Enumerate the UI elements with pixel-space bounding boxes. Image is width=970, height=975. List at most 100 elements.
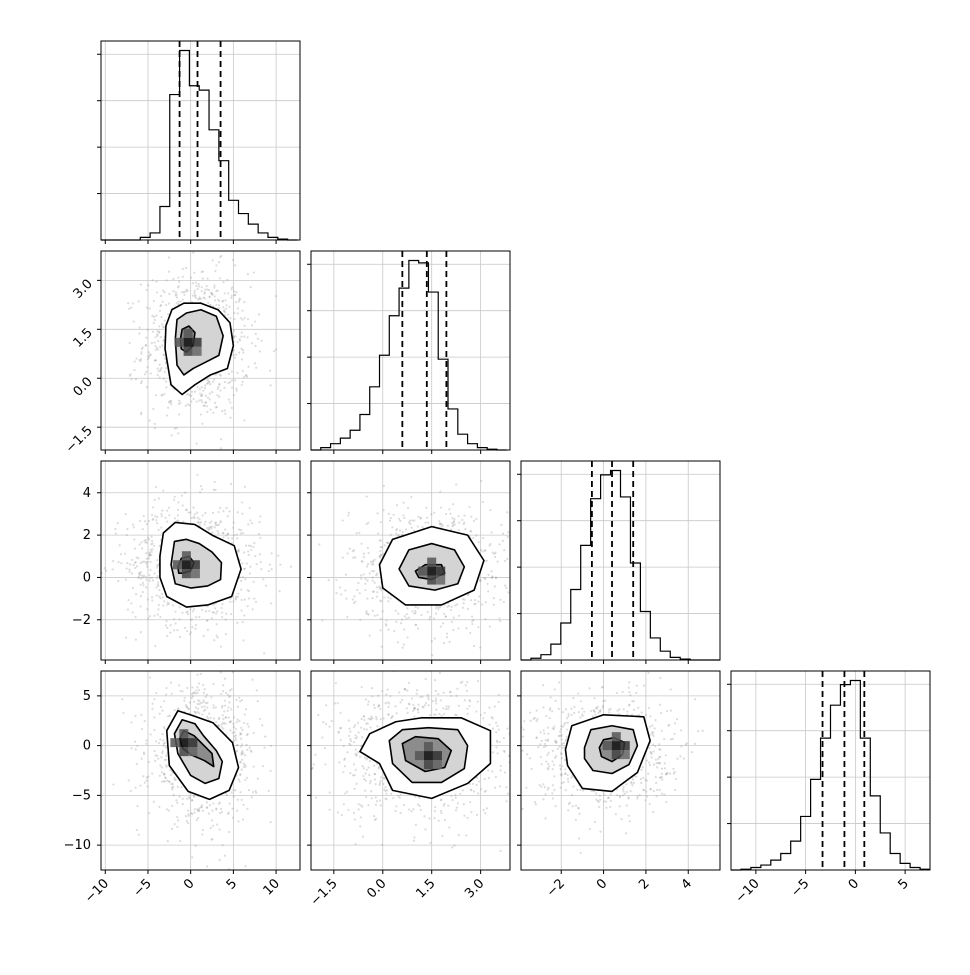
scatter-point [173, 499, 175, 501]
scatter-point [162, 490, 164, 492]
scatter-point [170, 774, 172, 776]
scatter-point [380, 618, 382, 620]
density-peak-pixel [188, 747, 197, 756]
scatter-point [215, 706, 217, 708]
scatter-point [202, 701, 204, 703]
scatter-point [420, 809, 422, 811]
scatter-point [236, 534, 238, 536]
scatter-point [195, 624, 197, 626]
scatter-point [344, 792, 346, 794]
scatter-point [374, 773, 376, 775]
scatter-point [490, 570, 492, 572]
scatter-point [377, 706, 379, 708]
scatter-point [164, 776, 166, 778]
scatter-point [155, 586, 157, 588]
scatter-point [511, 552, 513, 554]
scatter-point [243, 568, 245, 570]
scatter-point [458, 834, 460, 836]
scatter-point [138, 300, 140, 302]
scatter-point [85, 628, 87, 630]
scatter-point [145, 586, 147, 588]
scatter-point [376, 591, 378, 593]
scatter-point [240, 727, 242, 729]
scatter-point [353, 812, 355, 814]
scatter-point [185, 405, 187, 407]
scatter-point [459, 793, 461, 795]
scatter-point [235, 354, 237, 356]
scatter-point [354, 556, 356, 558]
scatter-point [335, 682, 337, 684]
scatter-point [176, 826, 178, 828]
scatter-point [468, 705, 470, 707]
scatter-point [193, 608, 195, 610]
scatter-point [379, 550, 381, 552]
scatter-point [425, 507, 427, 509]
scatter-point [504, 584, 506, 586]
histogram-bar [331, 444, 341, 450]
scatter-point [571, 714, 573, 716]
scatter-point [455, 809, 457, 811]
scatter-point [237, 307, 239, 309]
scatter-point [166, 635, 168, 637]
scatter-point [414, 796, 416, 798]
scatter-point [220, 724, 222, 726]
scatter-point [470, 516, 472, 518]
scatter-point [240, 336, 242, 338]
scatter-point [235, 301, 237, 303]
scatter-point [521, 550, 523, 552]
scatter-point [448, 705, 450, 707]
scatter-point [217, 290, 219, 292]
scatter-point [200, 806, 202, 808]
scatter-point [270, 745, 272, 747]
scatter-point [363, 715, 365, 717]
scatter-point [424, 704, 426, 706]
scatter-point [503, 737, 505, 739]
scatter-point [433, 714, 435, 716]
scatter-point [524, 533, 526, 535]
scatter-point [416, 693, 418, 695]
scatter-point [165, 755, 167, 757]
scatter-point [420, 517, 422, 519]
scatter-point [212, 259, 214, 261]
scatter-point [248, 597, 250, 599]
scatter-point [167, 602, 169, 604]
scatter-point [230, 483, 232, 485]
scatter-point [471, 615, 473, 617]
scatter-point [198, 518, 200, 520]
scatter-point [624, 793, 626, 795]
scatter-point [132, 302, 134, 304]
scatter-point [153, 716, 155, 718]
scatter-point [455, 483, 457, 485]
scatter-point [177, 654, 179, 656]
scatter-point [447, 525, 449, 527]
scatter-point [162, 289, 164, 291]
scatter-point [186, 630, 188, 632]
scatter-point [463, 815, 465, 817]
scatter-point [256, 689, 258, 691]
scatter-point [151, 551, 153, 553]
scatter-point [402, 514, 404, 516]
scatter-point [466, 708, 468, 710]
scatter-point [376, 573, 378, 575]
scatter-point [145, 563, 147, 565]
scatter-point [218, 383, 220, 385]
scatter-point [371, 797, 373, 799]
scatter-point [349, 728, 351, 730]
scatter-point [438, 820, 440, 822]
scatter-point [321, 737, 323, 739]
scatter-point [477, 680, 479, 682]
scatter-point [161, 300, 163, 302]
scatter-point [182, 276, 184, 278]
scatter-point [417, 711, 419, 713]
scatter-point [439, 523, 441, 525]
scatter-point [240, 588, 242, 590]
scatter-point [229, 689, 231, 691]
density-peak-pixel [436, 567, 445, 576]
scatter-point [385, 702, 387, 704]
scatter-point [159, 364, 161, 366]
scatter-point [434, 679, 436, 681]
scatter-point [489, 544, 491, 546]
scatter-point [168, 256, 170, 258]
scatter-point [223, 710, 225, 712]
